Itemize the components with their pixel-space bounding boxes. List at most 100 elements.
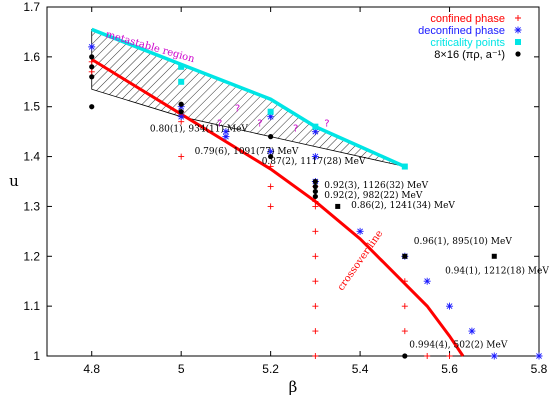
x-axis-label: β [289,378,298,396]
data-point [268,134,274,140]
data-point [402,253,408,259]
x-tick-label: 5 [178,362,185,376]
data-point [424,353,431,359]
y-tick-label: 1 [33,349,40,363]
data-point [89,74,95,80]
legend-marker [515,15,521,21]
data-point [312,328,319,335]
y-tick-label: 1.2 [23,249,40,263]
data-label: 0.92(2), 982(22) MeV [324,190,423,201]
legend-marker [515,39,521,45]
question-mark: ? [235,104,240,115]
data-point [312,178,318,185]
data-point [312,203,319,210]
data-point [335,203,341,209]
question-mark: ? [293,124,298,135]
data-label: 0.94(1), 1212(18) MeV [445,266,549,277]
data-point [267,163,274,170]
data-label: 0.80(1), 934(11) MeV [150,124,249,135]
x-tick-label: 4.8 [83,362,100,376]
data-point [178,78,185,85]
x-tick-label: 5.2 [262,362,279,376]
data-point [88,68,95,75]
data-label: 0.87(2), 1117(28) MeV [262,156,366,167]
data-point [178,63,185,70]
data-label: 0.96(1), 895(10) MeV [414,236,513,247]
data-point [89,64,95,70]
data-point [490,352,498,360]
data-point [401,328,408,335]
plot-frame [46,6,540,357]
legend-marker [515,51,521,57]
data-point [312,353,319,359]
data-point [222,128,230,136]
data-label: 0.86(2), 1241(34) MeV [351,200,455,211]
axis-ticks: 4.8 5 5.2 5.4 5.6 5.8 1 1.1 1.2 1.3 1.4 1.5 1.6 1.7 [23,0,547,376]
data-point [88,43,96,51]
data-point [268,153,274,160]
annotations: 0.80(1), 934(11) MeV 0.79(6), 1091(77) Me… [150,124,549,351]
data-point [222,133,230,141]
data-point [312,278,319,285]
data-point [177,113,185,121]
data-point [312,253,319,260]
data-point [312,123,319,130]
y-tick-label: 1.3 [23,199,40,213]
data-point [267,183,274,190]
metastable-band: ???? ?metastable region [91,27,406,169]
data-point [312,303,319,310]
data-point [312,183,318,190]
y-axis-label: u [9,172,19,190]
criticality-line [91,27,406,169]
question-mark: ? [324,119,329,130]
legend-label: deconfined phase [418,25,505,37]
data-point [491,253,497,259]
legend-label: criticality points [430,37,505,49]
data-point [311,153,319,161]
legend-label: confined phase [430,13,505,25]
data-point [535,352,543,360]
data-point [446,353,453,359]
legend-marker [514,26,522,34]
y-tick-label: 1.6 [23,50,40,64]
crossover-line [90,58,465,357]
data-point [402,353,408,359]
data-point [88,58,95,65]
data-point [423,277,431,285]
data-point [267,148,275,156]
data-point [89,104,95,110]
x-tick-label: 5.4 [352,362,369,376]
data-point [312,188,318,195]
y-tick-label: 1.1 [23,299,40,313]
y-tick-label: 1.7 [23,0,40,14]
data-points [88,43,543,360]
question-mark: ? [217,119,222,130]
data-point [267,203,274,210]
data-point [178,109,184,115]
x-tick-label: 5.8 [531,362,548,376]
data-point [468,327,476,335]
data-label: 0.92(3), 1126(32) MeV [324,180,428,191]
legend-label: 8×16 (πρ, a⁻¹) [434,49,505,61]
data-point [356,227,364,235]
data-point [267,108,274,115]
data-point [401,278,408,285]
question-mark: ? [257,119,262,130]
data-point [312,228,319,235]
data-point [178,101,184,107]
data-point [89,54,95,60]
data-point [311,128,319,136]
data-point [267,113,275,121]
data-point [312,193,318,200]
y-tick-label: 1.4 [23,150,40,164]
data-point [446,302,454,310]
data-point [178,153,185,160]
data-label: 0.79(6), 1091(77) MeV [195,146,299,157]
y-tick-label: 1.5 [23,100,40,114]
x-tick-label: 5.6 [441,362,458,376]
data-point [401,303,408,310]
data-point [401,163,408,170]
data-label: 0.994(4), 502(2) MeV [409,340,508,351]
